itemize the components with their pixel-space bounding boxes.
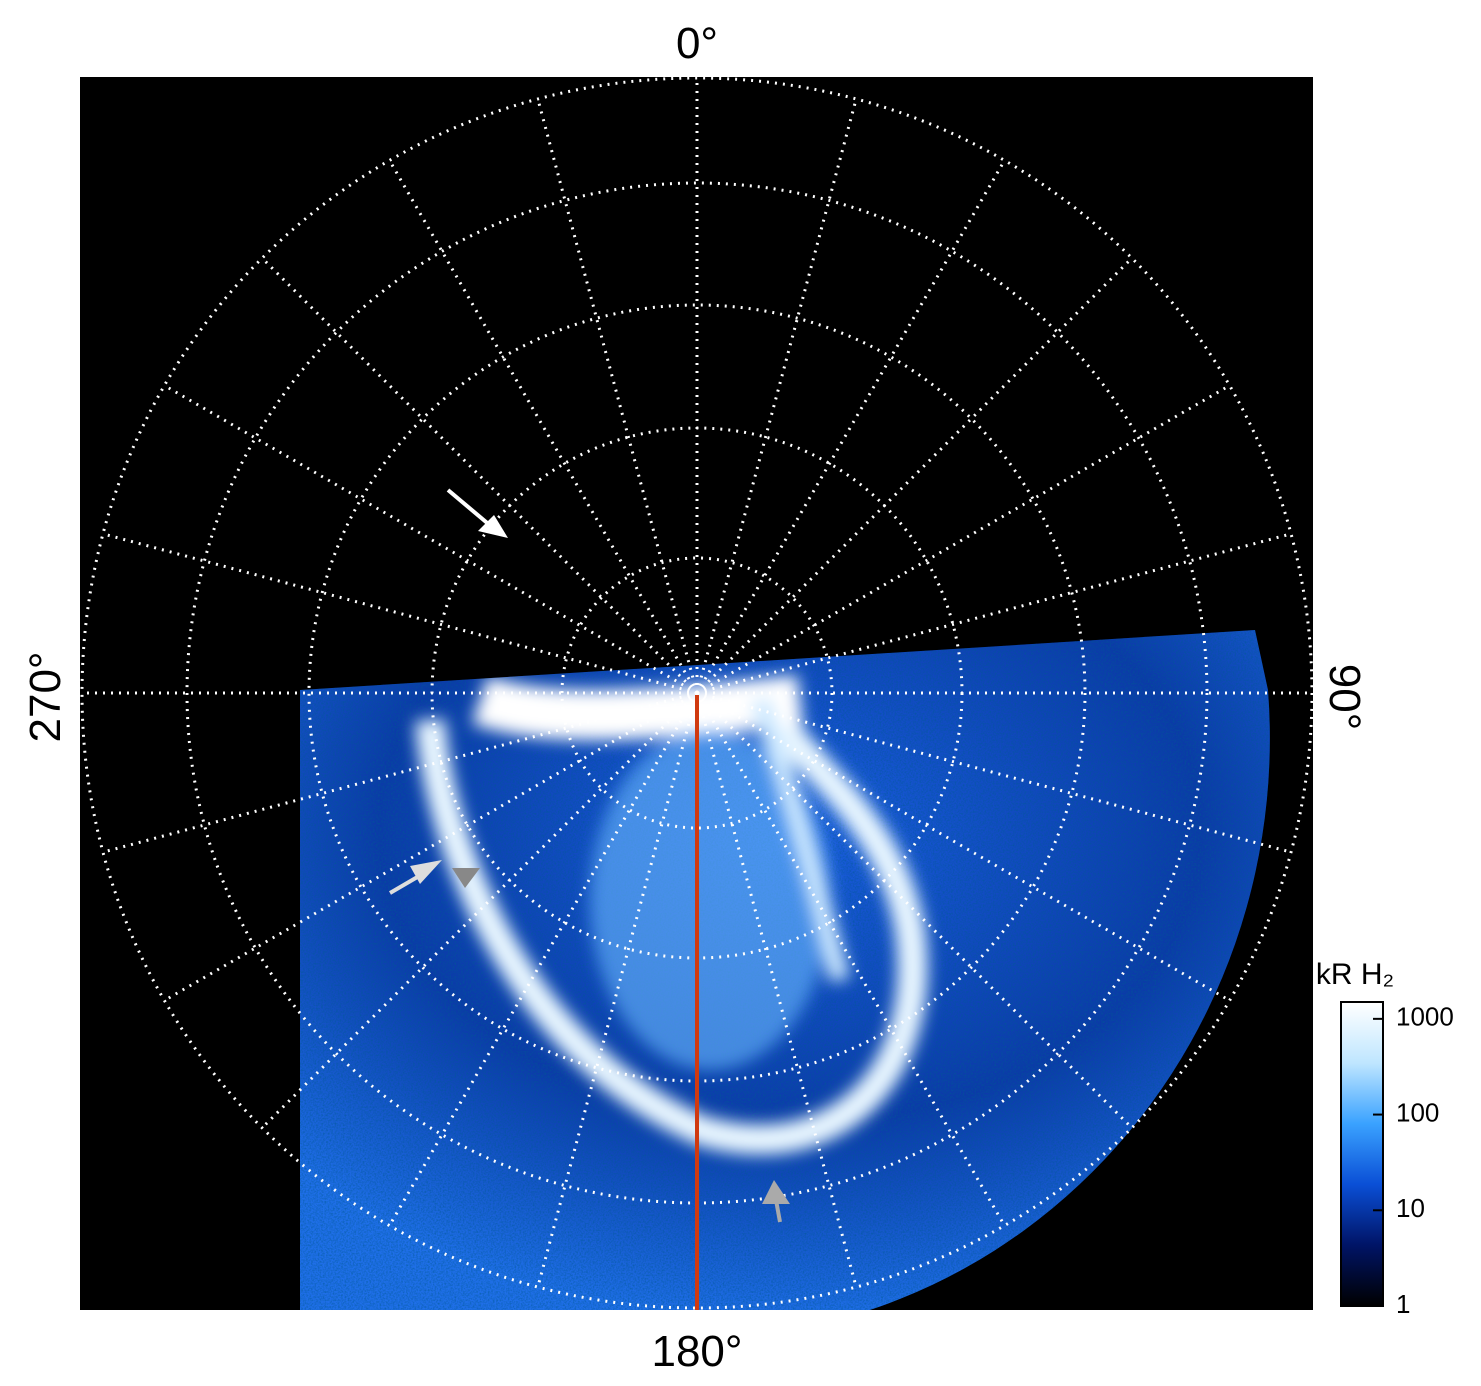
angle-label: 0°	[676, 19, 718, 68]
grid-radial	[102, 532, 698, 695]
grid-radial	[536, 98, 699, 694]
polar-grid	[80, 76, 1314, 1310]
grid-radial	[695, 691, 1133, 1129]
grid-radial	[163, 384, 698, 695]
angle-label: 180°	[651, 1327, 742, 1376]
grid-radial	[695, 159, 1006, 694]
colorbar-tick-label: 1000	[1396, 1002, 1454, 1032]
arrows	[388, 488, 790, 1223]
grid-radial	[536, 692, 699, 1288]
grid-radial	[261, 691, 699, 1129]
grid-radial	[163, 691, 698, 1002]
grid-radial	[696, 384, 1231, 695]
colorbar-tick-label: 100	[1396, 1097, 1439, 1127]
colorbar-label: kR H₂	[1316, 958, 1394, 991]
grid-circle	[80, 76, 1314, 1310]
grid-radial	[696, 691, 1292, 854]
colorbar	[1340, 1001, 1384, 1307]
grid-radial	[102, 691, 698, 854]
angle-label: 270°	[21, 651, 70, 742]
grid-radial	[388, 692, 699, 1227]
grid-circle	[560, 556, 834, 830]
grid-radial	[696, 532, 1292, 695]
grid-radial	[696, 691, 1231, 1002]
grid-radial	[695, 257, 1133, 695]
angle-label: 90°	[1320, 664, 1369, 731]
grid-radial	[695, 98, 858, 694]
grid-radial	[388, 159, 699, 694]
colorbar-tick-label: 1	[1396, 1289, 1410, 1319]
grid-radial	[261, 257, 699, 695]
grid-radial	[695, 692, 1006, 1227]
colorbar-tick-label: 10	[1396, 1193, 1425, 1223]
aurora-image	[300, 630, 1270, 1310]
grid-radial	[695, 692, 858, 1288]
